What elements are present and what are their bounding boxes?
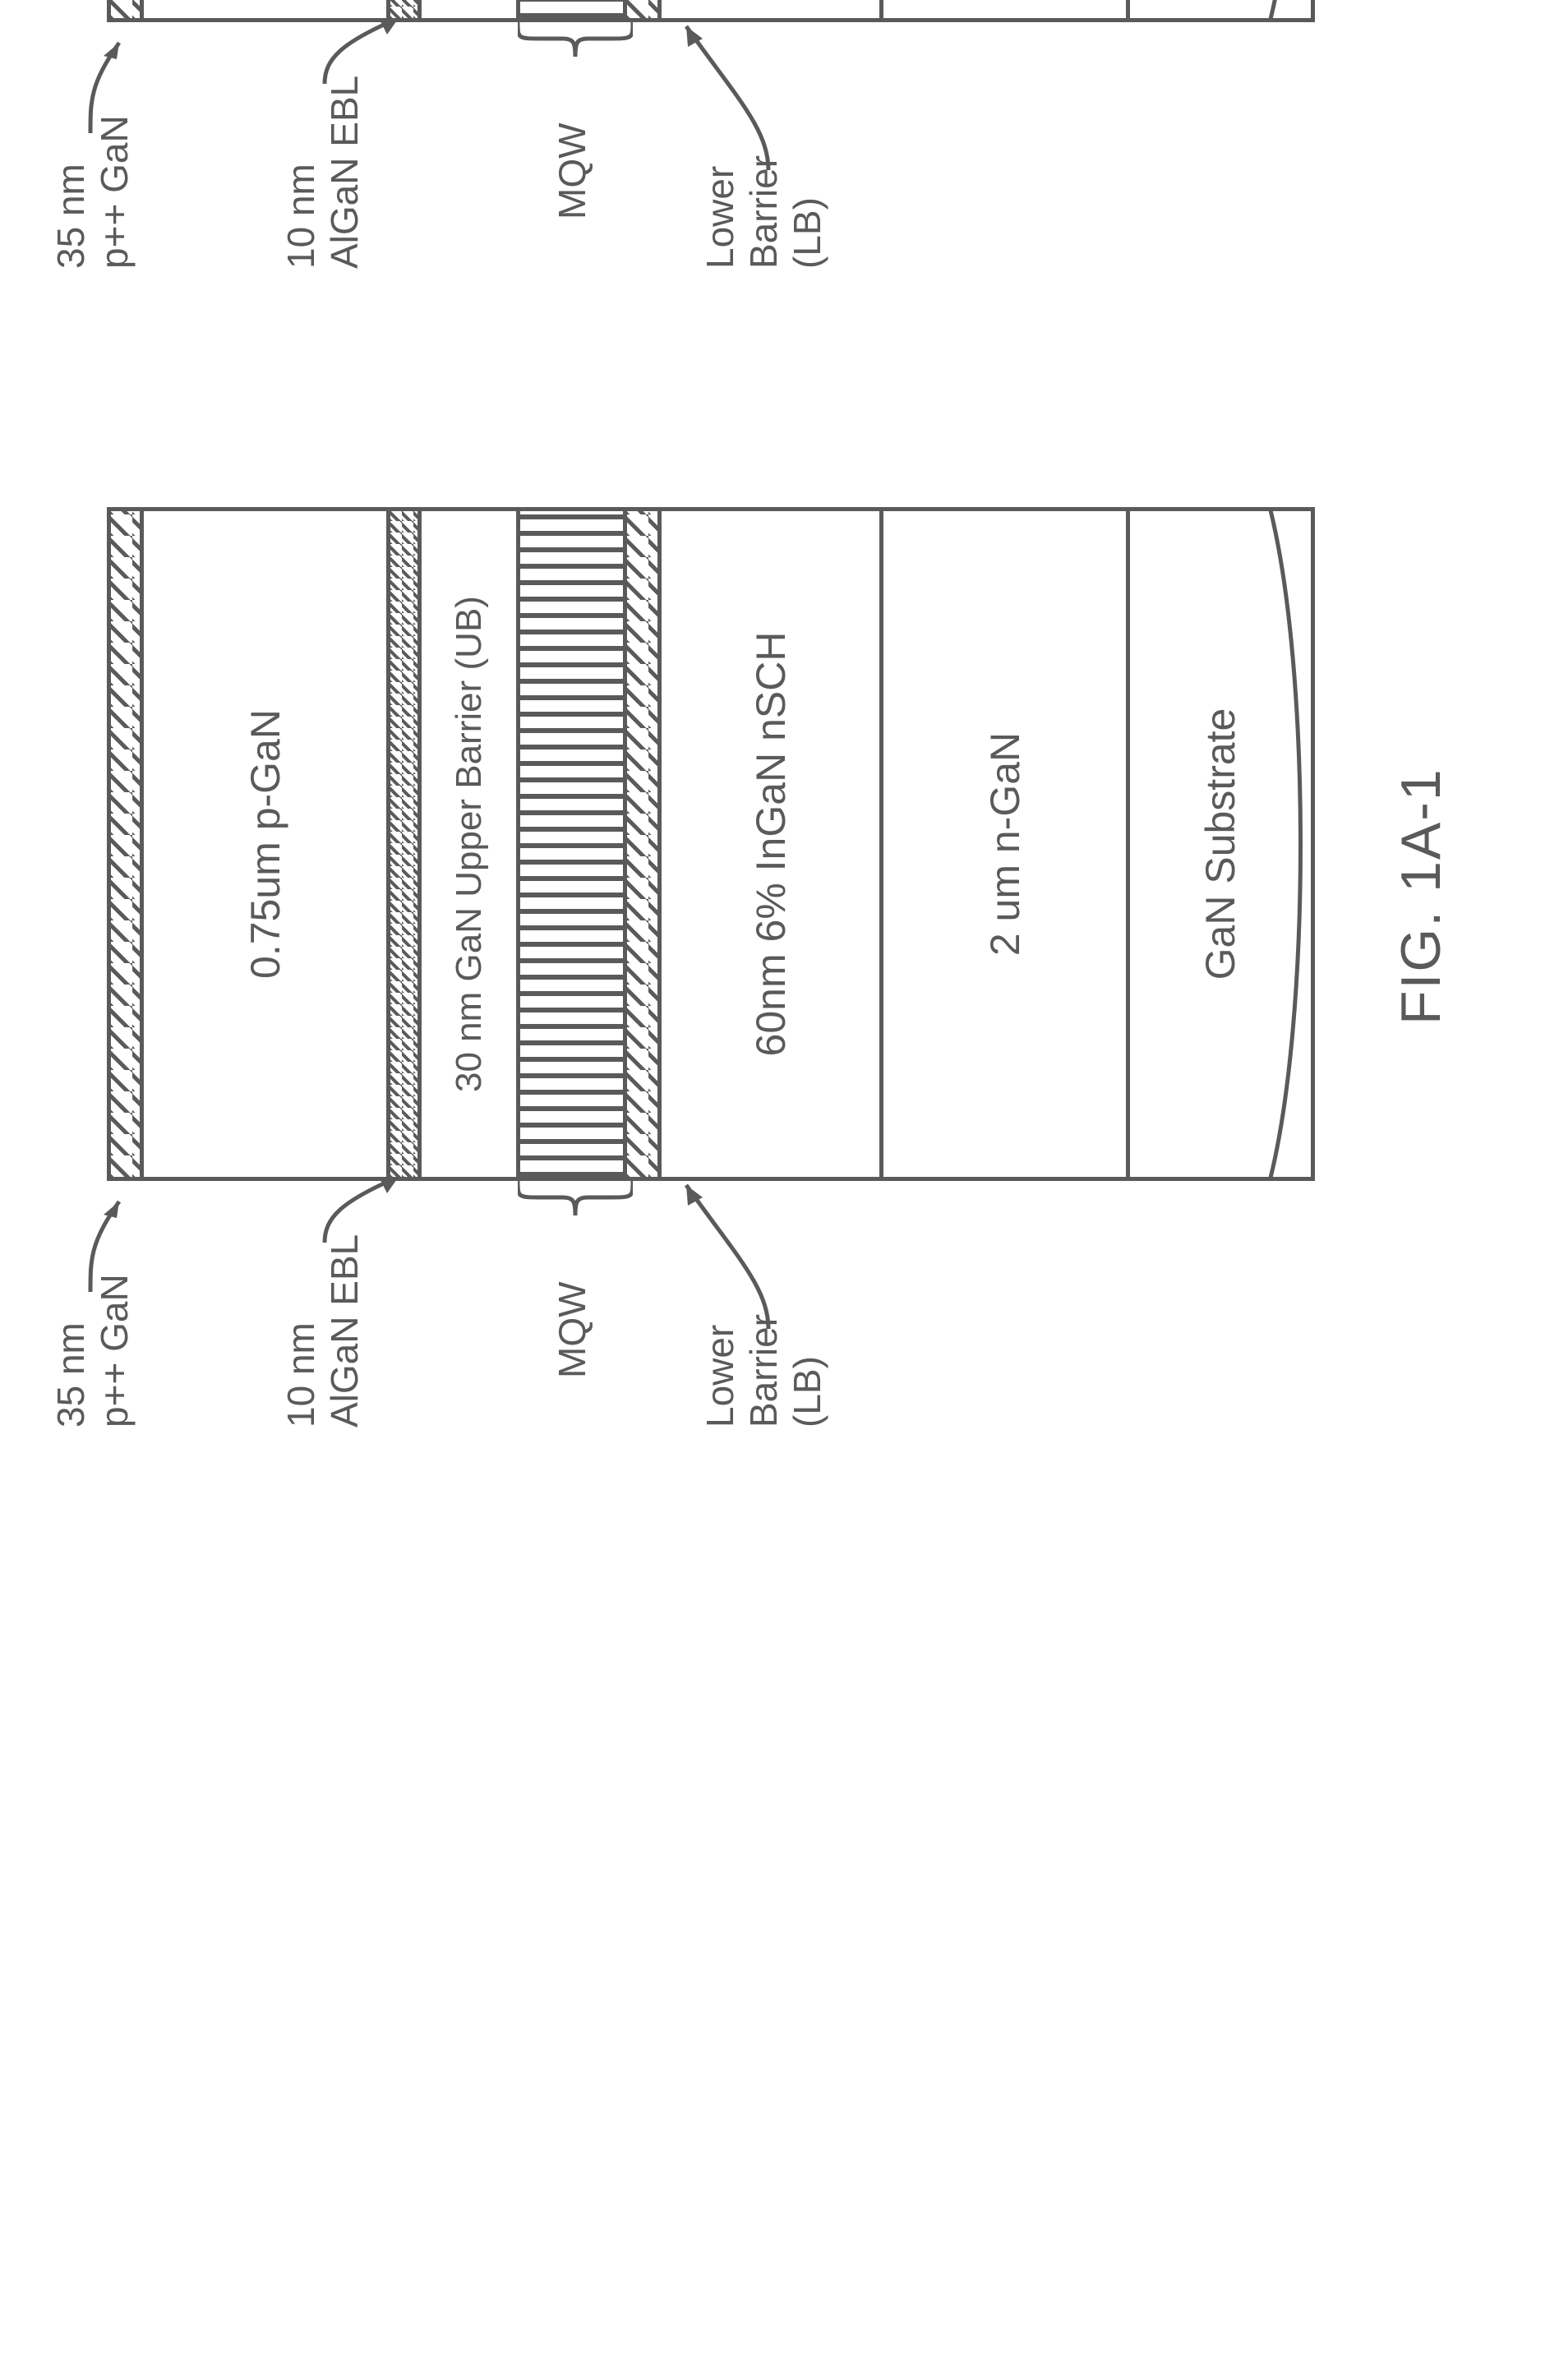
layer-label: 30 nm GaN Upper Barrier (UB) [422,0,516,18]
figure-1a-2: 35 nm p++ GaN 10 nm AlGaN EBL MQW Lower … [107,0,1381,269]
figure-caption: FIG. 1A-1 [1389,768,1453,1025]
layer-label: 2 um n-GaN [883,0,1126,18]
layer-substrate: GaN Substrate [1130,0,1311,18]
layer-lower-barrier [627,511,662,1177]
fig1a2-stack: 0.75um p-GaN 30 nm GaN Upper Barrier (UB… [107,0,1315,22]
callout-line: p++ GaN [93,115,136,269]
layer-ebl [390,0,422,18]
callout-top-contact: 35 nm p++ GaN [49,115,136,269]
layer-upper-barrier: 30 nm GaN Upper Barrier (UB) [422,511,520,1177]
callout-line: 35 nm [49,164,92,269]
callout-line: MQW [551,1281,593,1378]
callout-lb: Lower Barrier (LB) [699,155,829,269]
callout-line: 10 nm [279,1322,322,1428]
figure-canvas: 35 nm p++ GaN 10 nm AlGaN EBL MQW Lower … [0,0,1559,1559]
layer-label: 0.75um p-GaN [144,0,386,18]
callout-mqw: MQW [551,1281,594,1378]
layer-sch: InGaN/GaN Superlattice SCH [662,0,883,18]
layer-n-gan: 2 um n-GaN [883,511,1130,1177]
layer-substrate: GaN Substrate [1130,511,1311,1177]
layer-upper-barrier: 30 nm GaN Upper Barrier (UB) [422,0,520,18]
callout-line: AlGaN EBL [323,1234,366,1428]
callout-line: (LB) [786,197,828,269]
layer-mqw [520,0,627,18]
callout-ebl: 10 nm AlGaN EBL [279,76,367,269]
layer-mqw [520,511,627,1177]
callout-line: p++ GaN [93,1274,136,1428]
layer-top-contact [111,0,144,18]
leader-arrow [678,0,801,170]
layer-n-gan: 2 um n-GaN [883,0,1130,18]
callout-line: Lower [699,166,741,269]
callout-line: Barrier [742,1314,785,1428]
layer-label: 2 um n-GaN [883,511,1126,1177]
mqw-bracket [518,22,633,71]
layer-p-gan: 0.75um p-GaN [144,0,390,18]
mqw-bracket [518,1181,633,1230]
callout-line: 35 nm [49,1322,92,1428]
callout-line: 10 nm [279,164,322,269]
callout-line: Lower [699,1325,741,1428]
callout-line: MQW [551,122,593,219]
callout-top-contact: 35 nm p++ GaN [49,1274,136,1428]
layer-top-contact [111,511,144,1177]
layer-p-gan: 0.75um p-GaN [144,511,390,1177]
layer-label: 0.75um p-GaN [144,511,386,1177]
layer-sch: 60nm 6% InGaN nSCH [662,511,883,1177]
layer-label: 30 nm GaN Upper Barrier (UB) [422,511,516,1177]
figure-1a-1: 35 nm p++ GaN 10 nm AlGaN EBL MQW Lower … [107,491,1381,1428]
fig1a1-stack: 0.75um p-GaN 30 nm GaN Upper Barrier (UB… [107,507,1315,1181]
layer-label: InGaN/GaN Superlattice SCH [662,0,879,18]
layer-label: 60nm 6% InGaN nSCH [662,511,879,1177]
callout-line: Barrier [742,155,785,269]
callout-line: AlGaN EBL [323,76,366,269]
callout-line: (LB) [786,1356,828,1428]
callout-lb: Lower Barrier (LB) [699,1314,829,1428]
layer-ebl [390,511,422,1177]
layer-lower-barrier [627,0,662,18]
callout-ebl: 10 nm AlGaN EBL [279,1234,367,1428]
callout-mqw: MQW [551,122,594,219]
leader-arrow [678,1156,801,1329]
